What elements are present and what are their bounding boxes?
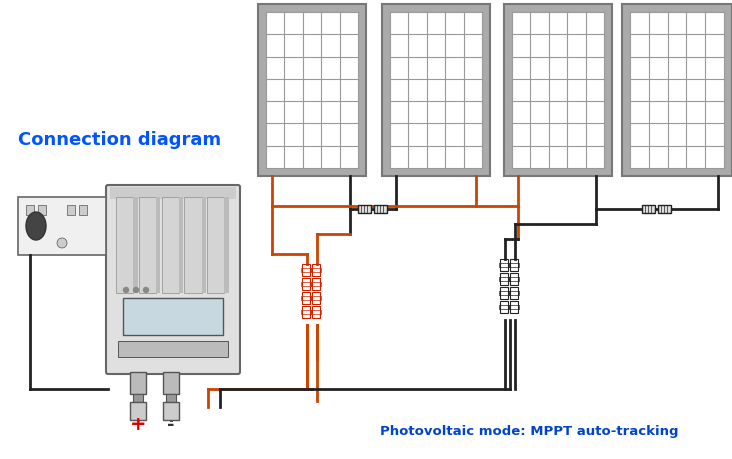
Bar <box>630 13 724 168</box>
Bar <box>133 197 138 294</box>
Bar <box>642 206 655 213</box>
Bar <box>301 282 311 286</box>
Bar <box>358 206 371 213</box>
Bar <box>512 13 604 168</box>
Bar <box>382 5 490 177</box>
Circle shape <box>133 288 138 293</box>
Bar <box>622 5 732 177</box>
Bar <box>79 206 87 216</box>
Bar <box>130 372 146 394</box>
Bar <box>207 197 224 294</box>
Bar <box>510 302 518 313</box>
Bar <box>18 197 106 256</box>
Bar <box>622 5 732 177</box>
Bar <box>301 310 311 314</box>
Bar <box>130 402 146 420</box>
Bar <box>133 394 143 402</box>
Circle shape <box>57 239 67 248</box>
Bar <box>301 297 311 300</box>
Bar <box>302 306 310 318</box>
Bar <box>311 297 321 300</box>
Bar <box>312 292 320 304</box>
Bar <box>312 264 320 276</box>
Bar <box>312 279 320 291</box>
Text: +: + <box>130 414 146 434</box>
Bar <box>179 197 183 294</box>
Bar <box>510 259 518 271</box>
Bar <box>390 13 482 168</box>
Bar <box>658 206 671 213</box>
Bar <box>311 269 321 272</box>
Bar <box>67 206 75 216</box>
Bar <box>110 188 236 200</box>
Ellipse shape <box>26 213 46 241</box>
Bar <box>163 372 179 394</box>
Text: -: - <box>167 415 175 433</box>
Bar <box>374 206 387 213</box>
Bar <box>162 197 179 294</box>
Bar <box>156 197 160 294</box>
Bar <box>311 310 321 314</box>
Bar <box>301 269 311 272</box>
Bar <box>302 279 310 291</box>
Bar <box>500 302 508 313</box>
Bar <box>509 263 519 268</box>
Circle shape <box>124 288 129 293</box>
Bar <box>26 206 34 216</box>
Bar <box>166 394 176 402</box>
Bar <box>312 306 320 318</box>
Bar <box>509 305 519 309</box>
Bar <box>382 5 490 177</box>
Bar <box>116 197 133 294</box>
Bar <box>499 263 509 268</box>
Text: Photovoltaic mode: MPPT auto-tracking: Photovoltaic mode: MPPT auto-tracking <box>380 424 679 437</box>
Bar <box>504 5 612 177</box>
Bar <box>118 341 228 357</box>
Text: Connection diagram: Connection diagram <box>18 131 221 149</box>
Bar <box>499 305 509 309</box>
Bar <box>139 197 156 294</box>
Bar <box>500 259 508 271</box>
Bar <box>510 287 518 299</box>
Bar <box>163 402 179 420</box>
Circle shape <box>143 288 149 293</box>
Bar <box>201 197 206 294</box>
Bar <box>123 298 223 335</box>
Bar <box>184 197 201 294</box>
Bar <box>499 277 509 281</box>
Bar <box>258 5 366 177</box>
Bar <box>266 13 358 168</box>
Bar <box>302 264 310 276</box>
Bar <box>258 5 366 177</box>
Bar <box>510 274 518 285</box>
Bar <box>499 291 509 295</box>
FancyBboxPatch shape <box>106 185 240 374</box>
Bar <box>504 5 612 177</box>
Bar <box>311 282 321 286</box>
Bar <box>509 277 519 281</box>
Bar <box>500 274 508 285</box>
Bar <box>509 291 519 295</box>
Bar <box>302 292 310 304</box>
Bar <box>38 206 46 216</box>
Bar <box>500 287 508 299</box>
Bar <box>224 197 229 294</box>
